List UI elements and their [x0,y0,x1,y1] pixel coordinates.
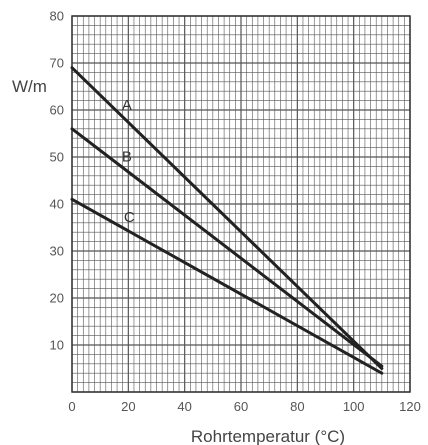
series-label-c: C [124,209,135,226]
y-tick-label: 30 [50,244,64,259]
y-axis-label: W/m [12,77,47,96]
x-tick-label: 60 [234,399,248,414]
y-tick-label: 40 [50,197,64,212]
series-lines [70,66,384,375]
grid [71,15,411,393]
y-tick-label: 70 [50,56,64,71]
series-line-c [70,197,384,375]
x-axis-label: Rohrtemperatur (°C) [191,427,345,445]
y-tick-label: 50 [50,150,64,165]
x-tick-label: 0 [68,399,75,414]
series-line-b [70,127,384,368]
y-tick-label: 80 [50,9,64,24]
y-tick-label: 20 [50,291,64,306]
x-tick-label: 100 [343,399,365,414]
series-label-a: A [122,97,132,114]
y-ticks: 10 20 30 40 50 60 70 80 [50,9,64,353]
y-tick-label: 10 [50,338,64,353]
x-tick-label: 80 [290,399,304,414]
series-line-a [70,66,384,370]
series-labels: A B C [122,97,135,226]
plot-frame [71,15,411,393]
series-label-b: B [122,148,132,165]
x-tick-label: 20 [121,399,135,414]
y-tick-label: 60 [50,103,64,118]
x-tick-label: 120 [399,399,421,414]
x-tick-label: 40 [177,399,191,414]
x-ticks: 0 20 40 60 80 100 120 [68,399,420,414]
